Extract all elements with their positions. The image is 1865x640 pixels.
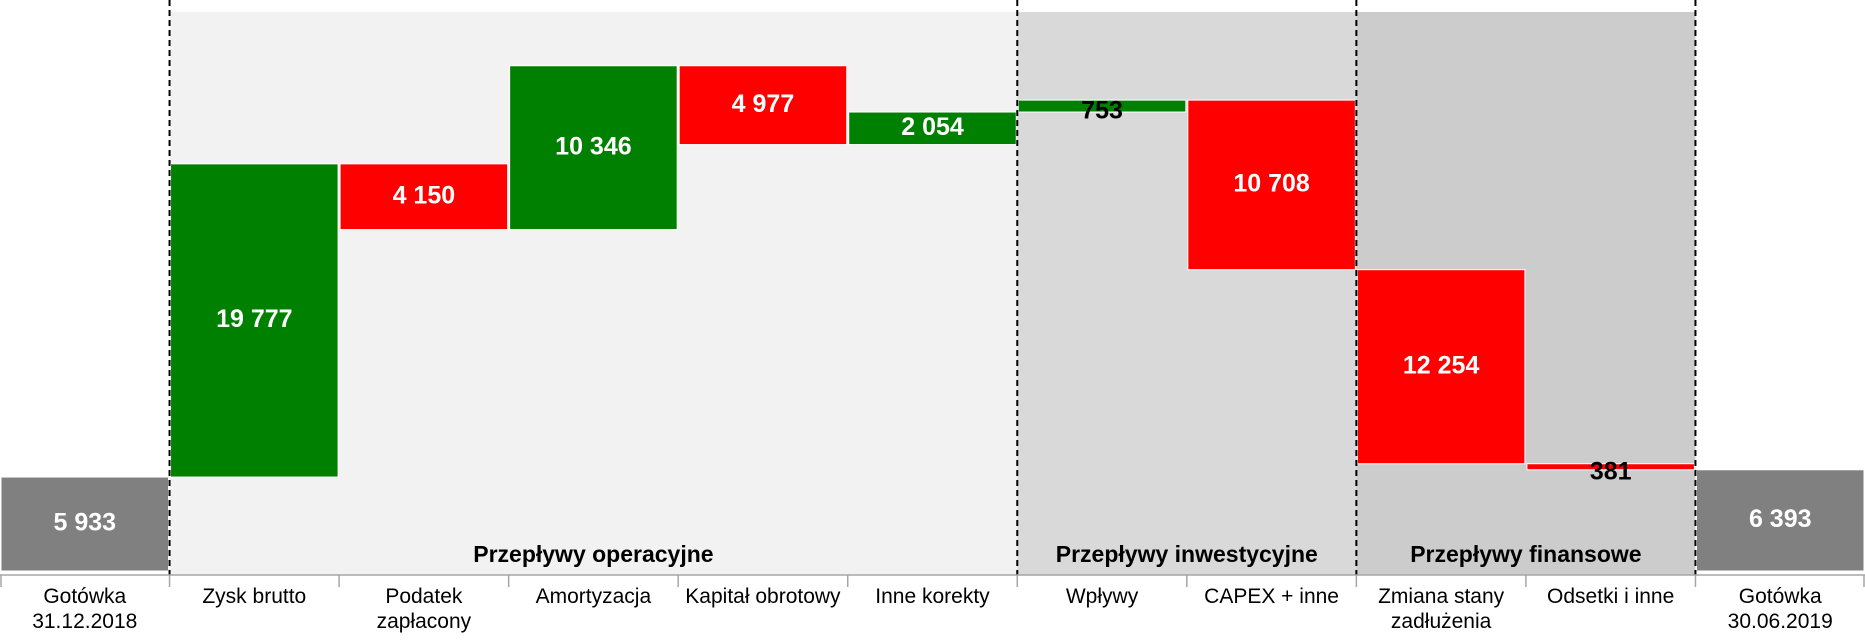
value-label: 10 708 [1233,170,1310,198]
x-tick-label: Zmiana stany zadłużenia [1378,585,1505,634]
x-tick-label: CAPEX + inne [1204,585,1339,608]
section-label: Przepływy inwestycyjne [1056,541,1318,567]
x-tick-label: Gotówka 30.06.2019 [1727,585,1833,634]
value-label: 10 346 [555,132,631,160]
x-tick-label: Inne korekty [875,585,990,608]
bar [1526,463,1695,471]
bar [0,476,170,572]
bar [678,65,848,146]
bar [848,111,1017,146]
value-label: 12 254 [1403,351,1480,379]
section-background [1017,12,1357,575]
value-label: 19 777 [216,305,292,333]
x-tick-label: Odsetki i inne [1547,585,1675,608]
x-tick-label: Gotówka 31.12.2018 [32,585,138,634]
value-label: 4 150 [393,181,456,209]
value-label: 4 977 [732,90,795,118]
section-label: Przepływy operacyjne [473,541,713,567]
value-label: 2 054 [901,113,964,141]
value-label: 381 [1590,457,1632,485]
value-label: 6 393 [1749,505,1812,533]
value-label: 5 933 [53,509,116,537]
value-label: 753 [1081,97,1123,125]
x-tick-label: Amortyzacja [535,585,652,608]
x-tick-label: Zysk brutto [202,585,307,608]
bar [1695,469,1865,572]
x-tick-label: Podatek zapłacony [376,585,472,634]
bar [1187,99,1356,271]
bar [509,65,678,231]
bar [170,163,339,478]
bar [1017,99,1187,113]
x-tick-label: Wpływy [1065,585,1139,608]
bar [1356,269,1526,465]
x-tick-label: Kapitał obrotowy [685,585,841,608]
section-label: Przepływy finansowe [1410,541,1641,567]
bar [339,163,509,231]
